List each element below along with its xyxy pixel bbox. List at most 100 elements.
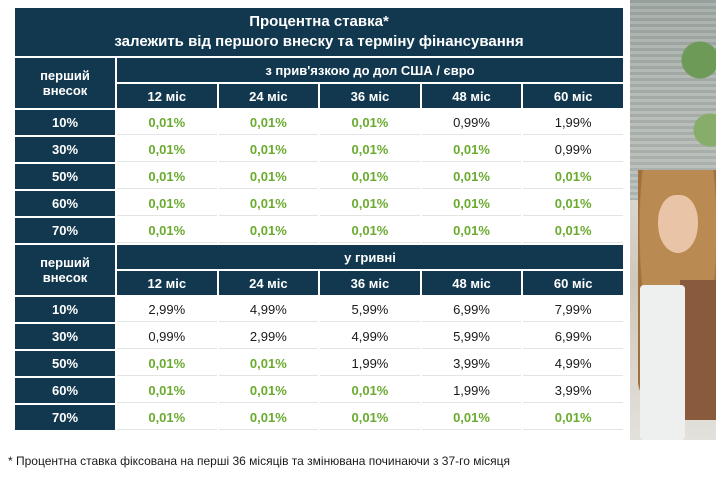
rate-cell: 0,01%	[218, 351, 319, 376]
rate-cell: 3,99%	[523, 378, 623, 403]
term-header-row: 12 міс 24 міс 36 міс 48 міс 60 міс	[15, 84, 623, 108]
table-row: 50% 0,01% 0,01% 0,01% 0,01% 0,01%	[15, 164, 623, 189]
footnote: * Процентна ставка фіксована на перші 36…	[8, 454, 511, 468]
down-payment-cell: 30%	[15, 137, 115, 162]
term-header: 48 міс	[421, 271, 522, 295]
rate-cell: 0,99%	[523, 137, 623, 162]
rate-cell: 0,01%	[117, 137, 217, 162]
table-title: Процентна ставка* залежить від першого в…	[15, 8, 623, 56]
rate-table: Процентна ставка* залежить від першого в…	[13, 6, 625, 432]
promo-photo	[630, 0, 716, 440]
term-header: 24 міс	[218, 271, 319, 295]
table-title-line1: Процентна ставка*	[249, 13, 389, 30]
rate-cell: 4,99%	[320, 324, 420, 349]
photo-laptop	[640, 285, 685, 440]
rate-cell: 0,01%	[117, 405, 217, 430]
term-header-row: 12 міс 24 міс 36 міс 48 міс 60 міс	[15, 271, 623, 295]
rate-cell: 7,99%	[523, 297, 623, 322]
table-row: 60% 0,01% 0,01% 0,01% 1,99% 3,99%	[15, 378, 623, 403]
rate-table-container: Процентна ставка* залежить від першого в…	[15, 6, 625, 432]
rate-cell: 3,99%	[421, 351, 522, 376]
table-row: 70% 0,01% 0,01% 0,01% 0,01% 0,01%	[15, 218, 623, 243]
section-header-row: перший внесок з прив'язкою до дол США / єв…	[15, 58, 623, 108]
photo-woman-face	[658, 195, 698, 253]
rate-cell: 0,01%	[218, 405, 319, 430]
first-payment-header: перший внесок	[15, 58, 115, 108]
rate-cell: 0,01%	[117, 378, 217, 403]
down-payment-cell: 50%	[15, 164, 115, 189]
rate-cell: 5,99%	[421, 324, 522, 349]
rate-cell: 0,01%	[218, 110, 319, 135]
down-payment-cell: 50%	[15, 351, 115, 376]
rate-cell: 0,01%	[320, 218, 420, 243]
table-row: 30% 0,99% 2,99% 4,99% 5,99% 6,99%	[15, 324, 623, 349]
rate-cell: 0,01%	[117, 351, 217, 376]
rate-cell: 0,01%	[421, 218, 522, 243]
term-header: 24 міс	[218, 84, 319, 108]
rate-cell: 0,99%	[421, 110, 522, 135]
rate-cell: 0,01%	[320, 378, 420, 403]
rate-cell: 0,01%	[218, 137, 319, 162]
rate-cell: 0,01%	[421, 164, 522, 189]
rate-cell: 4,99%	[218, 297, 319, 322]
rate-cell: 0,01%	[320, 164, 420, 189]
term-header: 36 міс	[320, 84, 420, 108]
rate-cell: 1,99%	[523, 110, 623, 135]
table-row: 30% 0,01% 0,01% 0,01% 0,01% 0,99%	[15, 137, 623, 162]
rate-cell: 0,01%	[117, 164, 217, 189]
rate-cell: 0,01%	[421, 405, 522, 430]
rate-cell: 2,99%	[218, 324, 319, 349]
photo-plant	[680, 0, 716, 180]
term-header: 12 міс	[117, 271, 217, 295]
section-header-row: перший внесок у гривні	[15, 245, 623, 295]
rate-cell: 0,01%	[320, 110, 420, 135]
term-header: 48 міс	[421, 84, 522, 108]
table-row: 50% 0,01% 0,01% 1,99% 3,99% 4,99%	[15, 351, 623, 376]
rate-cell: 0,01%	[320, 137, 420, 162]
down-payment-cell: 60%	[15, 378, 115, 403]
rate-cell: 0,01%	[523, 191, 623, 216]
first-payment-label-line1: перший	[40, 68, 90, 83]
table-row: 10% 0,01% 0,01% 0,01% 0,99% 1,99%	[15, 110, 623, 135]
rate-cell: 6,99%	[421, 297, 522, 322]
rate-cell: 0,01%	[117, 191, 217, 216]
down-payment-cell: 70%	[15, 218, 115, 243]
rate-cell: 2,99%	[117, 297, 217, 322]
down-payment-cell: 10%	[15, 297, 115, 322]
rate-cell: 0,99%	[117, 324, 217, 349]
term-header: 60 міс	[523, 84, 623, 108]
rate-cell: 4,99%	[523, 351, 623, 376]
first-payment-label-line2: внесок	[42, 270, 88, 285]
rate-cell: 0,01%	[117, 110, 217, 135]
rate-cell: 0,01%	[421, 191, 522, 216]
rate-cell: 0,01%	[218, 378, 319, 403]
rate-cell: 0,01%	[523, 218, 623, 243]
table-row: 60% 0,01% 0,01% 0,01% 0,01% 0,01%	[15, 191, 623, 216]
photo-woman-shirt	[680, 280, 716, 420]
rate-cell: 0,01%	[218, 191, 319, 216]
section-title: у гривні	[117, 245, 623, 269]
rate-cell: 1,99%	[320, 351, 420, 376]
rate-cell: 1,99%	[421, 378, 522, 403]
rate-cell: 0,01%	[320, 405, 420, 430]
rate-cell: 0,01%	[218, 218, 319, 243]
term-header: 60 міс	[523, 271, 623, 295]
term-header: 12 міс	[117, 84, 217, 108]
rate-cell: 0,01%	[523, 405, 623, 430]
down-payment-cell: 70%	[15, 405, 115, 430]
table-row: 70% 0,01% 0,01% 0,01% 0,01% 0,01%	[15, 405, 623, 430]
rate-cell: 0,01%	[320, 191, 420, 216]
first-payment-label-line1: перший	[40, 255, 90, 270]
section-title: з прив'язкою до дол США / євро	[117, 58, 623, 82]
rate-cell: 0,01%	[218, 164, 319, 189]
first-payment-label-line2: внесок	[42, 83, 88, 98]
rate-cell: 0,01%	[523, 164, 623, 189]
rate-cell: 5,99%	[320, 297, 420, 322]
first-payment-header: перший внесок	[15, 245, 115, 295]
table-row: 10% 2,99% 4,99% 5,99% 6,99% 7,99%	[15, 297, 623, 322]
down-payment-cell: 60%	[15, 191, 115, 216]
rate-cell: 0,01%	[117, 218, 217, 243]
term-header: 36 міс	[320, 271, 420, 295]
down-payment-cell: 30%	[15, 324, 115, 349]
table-title-line2: залежить від першого внеску та терміну ф…	[114, 33, 524, 50]
